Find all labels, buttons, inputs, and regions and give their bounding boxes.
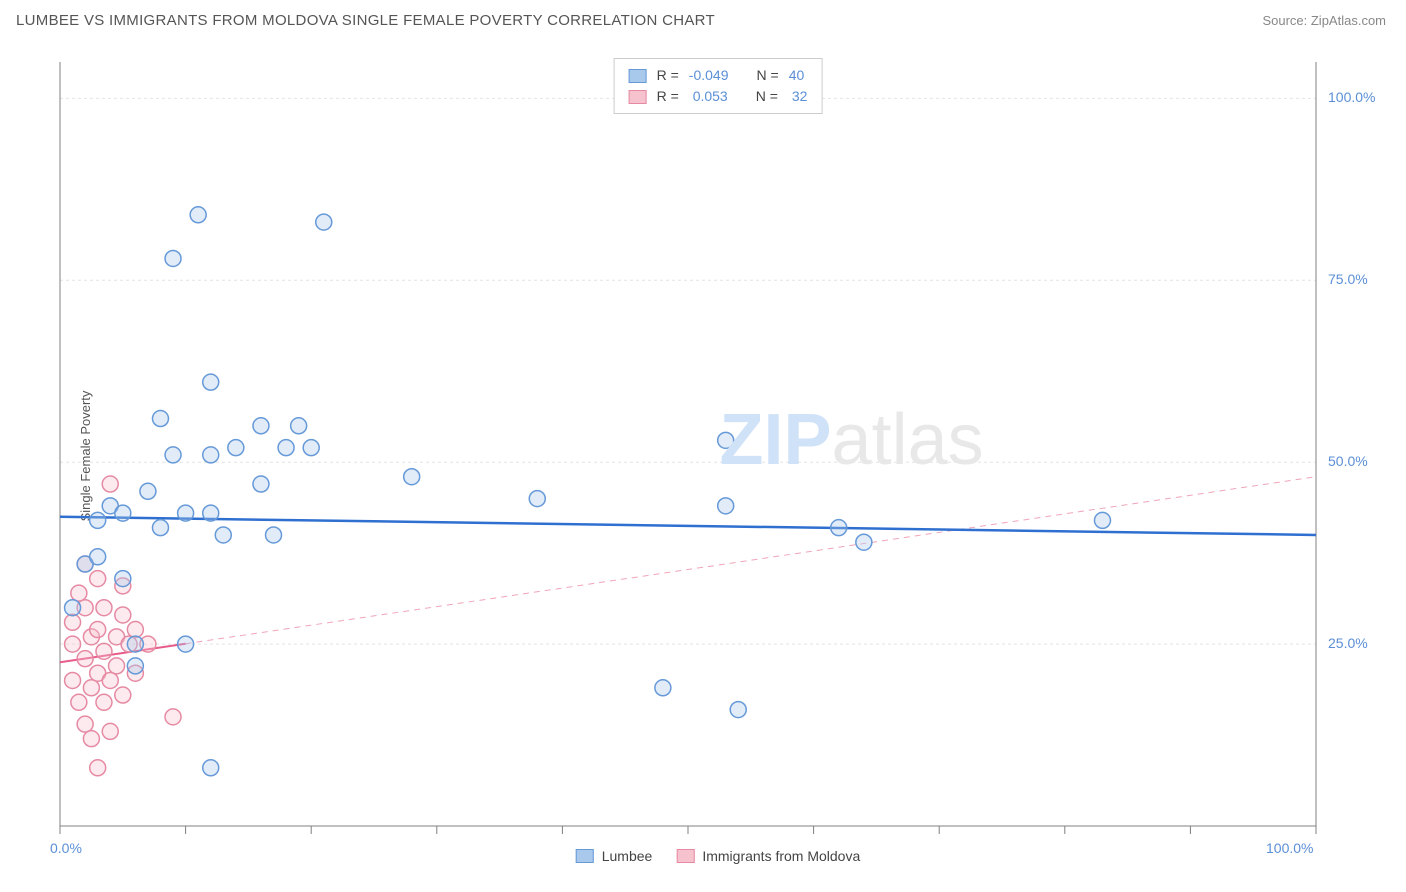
legend-swatch-lumbee [576,849,594,863]
legend-swatch-moldova [676,849,694,863]
y-tick-label: 25.0% [1328,635,1368,651]
chart-container: Single Female Poverty ZIPatlas R = -0.04… [50,50,1386,862]
stats-n-value-lumbee: 40 [789,65,805,86]
stats-row-moldova: R = 0.053 N = 32 [629,86,808,107]
stats-row-lumbee: R = -0.049 N = 40 [629,65,808,86]
scatter-plot [50,50,1386,862]
stats-n-label: N = [757,65,779,86]
x-tick-label: 100.0% [1266,840,1313,856]
x-tick-label: 0.0% [50,840,82,856]
y-tick-label: 50.0% [1328,453,1368,469]
chart-title: LUMBEE VS IMMIGRANTS FROM MOLDOVA SINGLE… [16,12,715,29]
legend-item-lumbee: Lumbee [576,848,653,864]
stats-n-label-2: N = [756,86,778,107]
chart-header: LUMBEE VS IMMIGRANTS FROM MOLDOVA SINGLE… [0,0,1406,37]
stats-r-value-moldova: 0.053 [689,86,728,107]
stats-n-value-moldova: 32 [788,86,807,107]
stats-legend: R = -0.049 N = 40 R = 0.053 N = 32 [614,58,823,114]
stats-swatch-moldova [629,90,647,104]
stats-r-label-2: R = [657,86,679,107]
legend-label-moldova: Immigrants from Moldova [702,848,860,864]
y-tick-label: 75.0% [1328,271,1368,287]
stats-r-label: R = [657,65,679,86]
legend-item-moldova: Immigrants from Moldova [676,848,860,864]
stats-swatch-lumbee [629,69,647,83]
stats-r-value-lumbee: -0.049 [689,65,729,86]
y-tick-label: 100.0% [1328,89,1375,105]
chart-source: Source: ZipAtlas.com [1262,13,1386,28]
legend-label-lumbee: Lumbee [602,848,653,864]
bottom-legend: Lumbee Immigrants from Moldova [576,848,861,864]
